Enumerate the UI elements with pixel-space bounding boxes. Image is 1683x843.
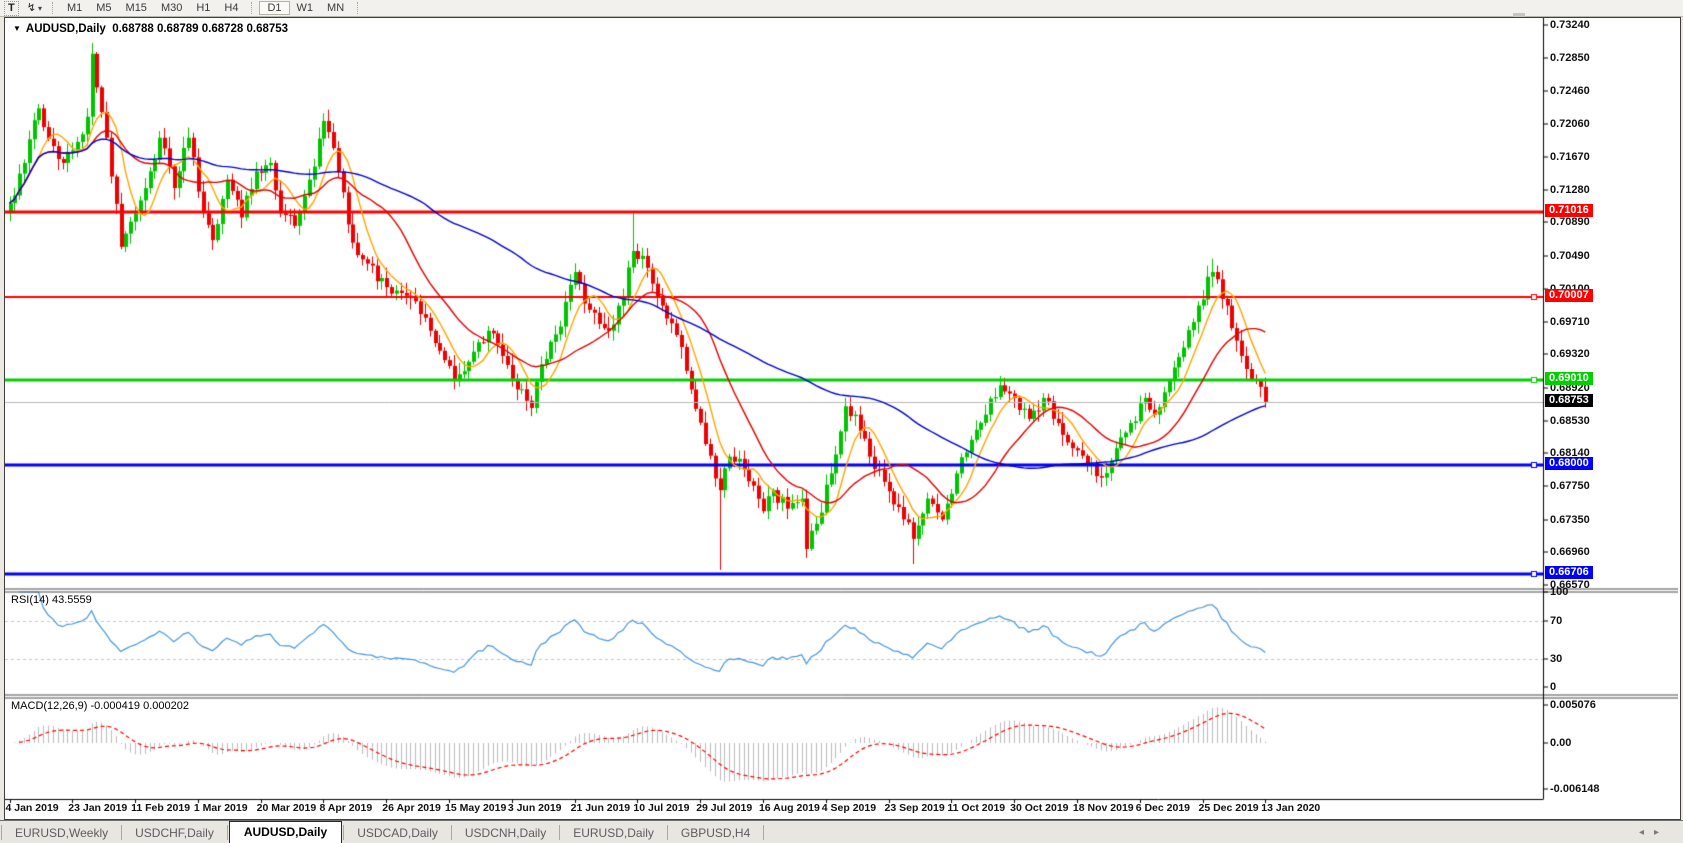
tab-scroll-left-icon[interactable]: ◂ xyxy=(1638,827,1654,838)
tab-scroll-arrows: ◂▸ xyxy=(1639,827,1669,838)
date-tick-label: 11 Feb 2019 xyxy=(131,802,191,814)
tab-divider xyxy=(121,825,123,840)
tab-scroll-right-icon[interactable]: ▸ xyxy=(1653,827,1669,838)
chart-context-arrow-icon[interactable]: ▼ xyxy=(13,24,21,33)
date-tick-label: 26 Apr 2019 xyxy=(382,802,441,814)
chart-title-symbol: AUDUSD,Daily xyxy=(25,23,106,35)
timeframe-toolbar: T ↯ ▾ M1 M5 M15 M30 H1 H4 D1 W1 MN xyxy=(0,0,1683,17)
price-tick-label: 0.68530 xyxy=(1550,414,1590,427)
cursor-flash-icon[interactable]: ↯ ▾ xyxy=(26,1,42,14)
price-tick-label: 0.70490 xyxy=(1550,250,1590,263)
price-tick-label: 0.68140 xyxy=(1550,447,1590,460)
rsi-tick-label: 100 xyxy=(1550,586,1569,598)
tab-divider xyxy=(559,825,561,840)
timeframe-button-m5[interactable]: M5 xyxy=(96,2,112,14)
chevron-down-icon: ▾ xyxy=(37,3,42,13)
current-price-badge: 0.68753 xyxy=(1545,393,1593,407)
hline-price-badge: 0.68000 xyxy=(1545,457,1593,471)
chart-tab-audusd-daily[interactable]: AUDUSD,Daily xyxy=(228,821,343,843)
hline-price-badge: 0.70007 xyxy=(1545,288,1593,302)
text-tool-icon[interactable]: T xyxy=(4,0,19,16)
price-tick-label: 0.67350 xyxy=(1550,513,1590,526)
timeframe-button-m1[interactable]: M1 xyxy=(66,2,83,14)
chart-tab-gbpusd-h4[interactable]: GBPUSD,H4 xyxy=(680,826,751,840)
price-tick-label: 0.72850 xyxy=(1550,52,1590,64)
date-tick-label: 8 Apr 2019 xyxy=(319,802,373,814)
tab-divider xyxy=(450,825,452,840)
tab-divider xyxy=(343,825,345,840)
chart-canvas[interactable] xyxy=(5,18,1678,817)
timeframe-button-h1[interactable]: H1 xyxy=(196,2,211,14)
date-tick-label: 15 May 2019 xyxy=(445,802,507,814)
date-tick-label: 25 Dec 2019 xyxy=(1198,802,1259,814)
date-tick-label: 1 Mar 2019 xyxy=(193,802,248,814)
date-tick-label: 13 Jan 2020 xyxy=(1261,802,1321,814)
chart-tab-bar: EURUSD,Weekly USDCHF,Daily AUDUSD,Daily USD… xyxy=(0,820,1683,843)
price-tick-label: 0.66570 xyxy=(1550,579,1590,592)
date-tick-label: 20 Mar 2019 xyxy=(256,802,317,814)
date-tick-label: 23 Sep 2019 xyxy=(884,802,945,814)
chart-tab-usdchf-daily[interactable]: USDCHF,Daily xyxy=(135,826,214,840)
toolbar-separator xyxy=(357,2,359,14)
chart-title-ohlc: 0.68788 0.68789 0.68728 0.68753 xyxy=(112,23,289,35)
tab-divider xyxy=(763,825,765,840)
price-tick-label: 0.71280 xyxy=(1550,183,1590,196)
timeframe-button-m15[interactable]: M15 xyxy=(125,2,147,14)
date-tick-label: 3 Jun 2019 xyxy=(507,802,562,814)
macd-tick-label: 0.00 xyxy=(1550,737,1572,749)
price-tick-label: 0.72060 xyxy=(1550,118,1590,131)
date-tick-label: 30 Oct 2019 xyxy=(1010,802,1069,814)
chart-tab-usdcad-daily[interactable]: USDCAD,Daily xyxy=(357,826,438,840)
timeframe-button-h4[interactable]: H4 xyxy=(224,2,239,14)
timeframe-button-w1[interactable]: W1 xyxy=(296,2,314,14)
date-tick-label: 18 Nov 2019 xyxy=(1072,802,1134,814)
rsi-tick-label: 0 xyxy=(1550,681,1557,693)
price-tick-label: 0.72460 xyxy=(1550,84,1590,97)
rsi-tick-label: 70 xyxy=(1550,614,1563,627)
chart-tab-eurusd-weekly[interactable]: EURUSD,Weekly xyxy=(15,826,109,840)
rsi-indicator-label: RSI(14) 43.5559 xyxy=(11,594,92,606)
timeframe-button-mn[interactable]: MN xyxy=(327,2,345,14)
price-tick-label: 0.67750 xyxy=(1550,479,1590,492)
toolbar-separator xyxy=(251,2,253,14)
macd-tick-label: -0.006148 xyxy=(1550,783,1600,796)
chart-tab-eurusd-daily[interactable]: EURUSD,Daily xyxy=(573,826,654,840)
hline-price-badge: 0.71016 xyxy=(1545,203,1593,217)
date-tick-label: 23 Jan 2019 xyxy=(68,802,128,814)
tab-divider xyxy=(226,825,228,840)
price-tick-label: 0.70890 xyxy=(1550,216,1590,229)
date-tick-label: 21 Jun 2019 xyxy=(570,802,631,814)
date-tick-label: 4 Jan 2019 xyxy=(5,802,59,814)
tab-divider xyxy=(1,825,2,840)
price-tick-label: 0.73240 xyxy=(1550,19,1590,32)
tab-divider xyxy=(666,825,668,840)
date-tick-label: 10 Jul 2019 xyxy=(633,802,690,814)
date-tick-label: 4 Sep 2019 xyxy=(821,802,877,814)
date-tick-label: 29 Jul 2019 xyxy=(696,802,753,814)
chart-tab-usdcnh-daily[interactable]: USDCNH,Daily xyxy=(464,826,547,840)
macd-indicator-label: MACD(12,26,9) -0.000419 0.000202 xyxy=(11,700,189,712)
price-tick-label: 0.66960 xyxy=(1550,546,1590,559)
chart-window: ▼ AUDUSD,Daily 0.68788 0.68789 0.68728 0.… xyxy=(4,17,1681,820)
price-tick-label: 0.71670 xyxy=(1550,151,1590,164)
hline-price-badge: 0.66706 xyxy=(1545,565,1593,579)
price-tick-label: 0.69710 xyxy=(1550,315,1590,328)
chart-scroll-thumb[interactable] xyxy=(1513,13,1525,17)
hline-price-badge: 0.69010 xyxy=(1545,372,1593,386)
date-tick-label: 11 Oct 2019 xyxy=(947,802,1006,814)
date-tick-label: 16 Aug 2019 xyxy=(758,802,820,814)
macd-tick-label: 0.005076 xyxy=(1550,699,1596,711)
rsi-tick-label: 30 xyxy=(1550,652,1563,665)
chart-title: ▼ AUDUSD,Daily 0.68788 0.68789 0.68728 0.… xyxy=(13,23,288,35)
timeframe-button-m30[interactable]: M30 xyxy=(160,2,183,14)
price-tick-label: 0.69320 xyxy=(1550,348,1590,361)
date-tick-label: 6 Dec 2019 xyxy=(1135,802,1191,814)
timeframe-button-d1[interactable]: D1 xyxy=(259,1,290,15)
toolbar-separator xyxy=(51,2,54,14)
